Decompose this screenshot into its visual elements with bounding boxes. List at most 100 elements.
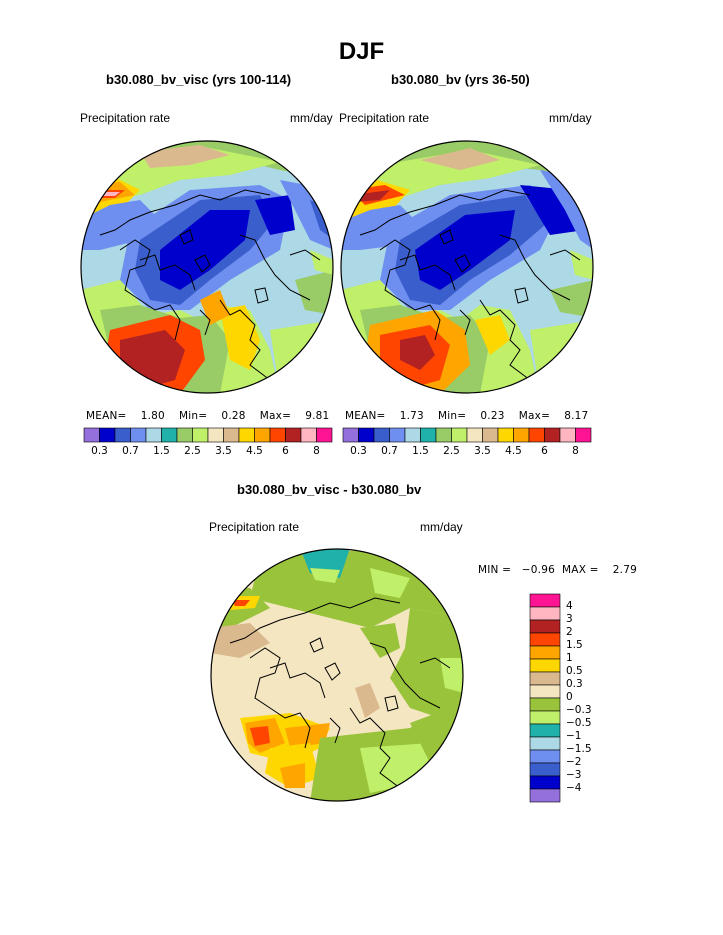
panel-3-title: b30.080_bv_visc - b30.080_bv	[237, 482, 422, 497]
colorbar-swatch	[99, 427, 116, 443]
colorbar-tick-label: 4.5	[505, 445, 522, 457]
colorbar-tick-label: −0.3	[566, 704, 592, 716]
max-value: 2.79	[612, 564, 637, 576]
panel-3-units-label: mm/day	[420, 520, 463, 534]
colorbar-swatch	[482, 427, 499, 443]
colorbar-swatch	[130, 427, 147, 443]
colorbar-tick-label: −3	[566, 769, 582, 781]
colorbar-swatch	[529, 749, 561, 764]
colorbar-swatch	[466, 427, 483, 443]
colorbar-swatch	[161, 427, 178, 443]
colorbar-swatch	[114, 427, 131, 443]
panel-3-stats: MIN = −0.96 MAX = 2.79	[478, 564, 637, 576]
colorbar-swatch	[529, 736, 561, 751]
panel-1-units-label: mm/day	[290, 111, 333, 125]
colorbar-tick-label: −1.5	[566, 743, 592, 755]
max-label: MAX =	[562, 564, 599, 576]
max-label: Max=	[518, 410, 551, 422]
min-value: 0.28	[221, 410, 246, 422]
colorbar-tick-label: 3.5	[474, 445, 491, 457]
panel-1-variable-label: Precipitation rate	[80, 111, 171, 125]
colorbar-tick-label: 0.3	[350, 445, 367, 457]
colorbar-tick-label: 2.5	[443, 445, 460, 457]
colorbar-tick-label: 3	[566, 613, 573, 625]
colorbar-swatch	[451, 427, 468, 443]
panel-2-title: b30.080_bv (yrs 36-50)	[391, 72, 530, 87]
colorbar-swatch	[373, 427, 390, 443]
colorbar-swatch	[529, 645, 561, 660]
colorbar-tick-label: −0.5	[566, 717, 592, 729]
colorbar-swatch	[145, 427, 162, 443]
colorbar-tick-label: −4	[566, 782, 582, 794]
colorbar-tick-label: 0.7	[381, 445, 398, 457]
colorbar-swatch	[529, 658, 561, 673]
colorbar-tick-label: 4	[566, 600, 573, 612]
mean-value: 1.73	[399, 410, 424, 422]
max-value: 8.17	[564, 410, 589, 422]
colorbar-tick-label: 8	[572, 445, 579, 457]
panel-2-variable-label: Precipitation rate	[339, 111, 430, 125]
mean-label: MEAN=	[345, 410, 386, 422]
colorbar-swatch	[544, 427, 561, 443]
colorbar-swatch	[528, 427, 545, 443]
min-value: 0.23	[480, 410, 505, 422]
colorbar-swatch	[300, 427, 317, 443]
colorbar-swatch	[192, 427, 209, 443]
colorbar-tick-label: 6	[282, 445, 289, 457]
colorbar-swatch	[529, 619, 561, 634]
colorbar-swatch	[497, 427, 514, 443]
panel-3-map	[210, 548, 464, 802]
colorbar-swatch	[529, 723, 561, 738]
panel-3-variable-label: Precipitation rate	[209, 520, 300, 534]
mean-label: MEAN=	[86, 410, 127, 422]
colorbar-swatch	[529, 775, 561, 790]
colorbar-tick-label: 0	[566, 691, 573, 703]
panel-1-stats: MEAN= 1.80 Min= 0.28 Max= 9.81	[86, 410, 329, 422]
panel-3-colorbar	[529, 593, 561, 803]
colorbar-swatch	[529, 788, 561, 803]
colorbar-swatch	[529, 632, 561, 647]
colorbar-swatch	[238, 427, 255, 443]
colorbar-swatch	[559, 427, 576, 443]
panel-2-colorbar	[342, 427, 592, 443]
colorbar-tick-label: −1	[566, 730, 582, 742]
colorbar-swatch	[529, 684, 561, 699]
colorbar-swatch	[513, 427, 530, 443]
colorbar-swatch	[435, 427, 452, 443]
colorbar-tick-label: 1.5	[412, 445, 429, 457]
colorbar-tick-label: 0.7	[122, 445, 139, 457]
panel-2-stats: MEAN= 1.73 Min= 0.23 Max= 8.17	[345, 410, 588, 422]
colorbar-tick-label: 1	[566, 652, 573, 664]
max-label: Max=	[259, 410, 292, 422]
colorbar-tick-label: 4.5	[246, 445, 263, 457]
max-value: 9.81	[305, 410, 330, 422]
panel-2-units-label: mm/day	[549, 111, 592, 125]
colorbar-swatch	[358, 427, 375, 443]
min-label: Min=	[438, 410, 467, 422]
colorbar-swatch	[404, 427, 421, 443]
colorbar-swatch	[529, 710, 561, 725]
colorbar-tick-label: 2	[566, 626, 573, 638]
colorbar-tick-label: 1.5	[153, 445, 170, 457]
colorbar-tick-label: 1.5	[566, 639, 583, 651]
colorbar-tick-label: 8	[313, 445, 320, 457]
colorbar-tick-label: 0.5	[566, 665, 583, 677]
min-label: MIN =	[478, 564, 512, 576]
min-value: −0.96	[521, 564, 555, 576]
panel-1-title: b30.080_bv_visc (yrs 100-114)	[106, 72, 292, 87]
panel-2-colorbar-labels: 0.3 0.7 1.5 2.5 3.5 4.5 6 8	[343, 445, 591, 459]
colorbar-tick-label: 6	[541, 445, 548, 457]
colorbar-swatch	[420, 427, 437, 443]
colorbar-swatch	[223, 427, 240, 443]
colorbar-swatch	[285, 427, 302, 443]
colorbar-swatch	[389, 427, 406, 443]
colorbar-swatch	[529, 606, 561, 621]
colorbar-swatch	[529, 593, 561, 608]
panel-1-map	[80, 140, 334, 394]
colorbar-swatch	[316, 427, 333, 443]
colorbar-tick-label: 0.3	[91, 445, 108, 457]
panel-1-colorbar	[83, 427, 333, 443]
colorbar-tick-label: 2.5	[184, 445, 201, 457]
colorbar-swatch	[207, 427, 224, 443]
colorbar-swatch	[529, 671, 561, 686]
